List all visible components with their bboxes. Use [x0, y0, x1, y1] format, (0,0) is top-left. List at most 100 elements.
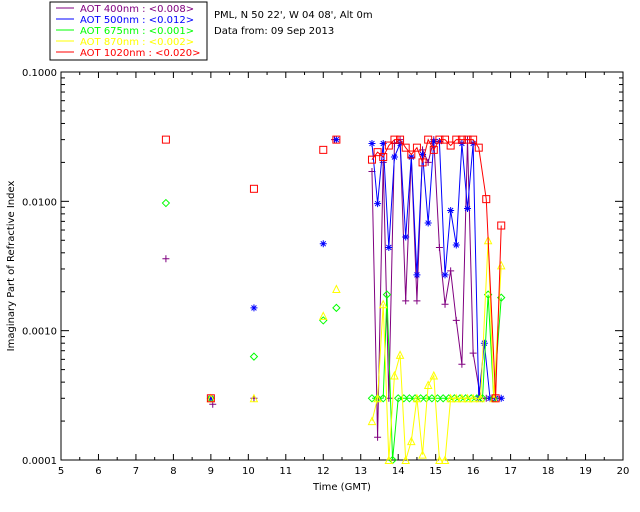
data-point [318, 311, 328, 320]
data-point [457, 135, 466, 144]
axis-ticks [60, 71, 624, 461]
data-point [497, 221, 506, 230]
legend-label: AOT 400nm : <0.008> [80, 4, 194, 15]
date-text: Data from: 09 Sep 2013 [214, 26, 334, 37]
data-point [423, 380, 433, 390]
legend-label: AOT 870nm : <0.002> [80, 37, 194, 48]
data-point [418, 450, 427, 459]
data-point [422, 394, 431, 403]
data-point [435, 455, 444, 464]
data-point [399, 394, 409, 403]
data-point [413, 271, 421, 279]
legend-label: AOT 500nm : <0.012> [80, 15, 194, 26]
x-tick-label: 11 [279, 466, 292, 477]
data-point [379, 394, 388, 403]
data-point [447, 267, 455, 275]
data-point [393, 394, 403, 403]
data-point [452, 135, 461, 144]
data-point [413, 297, 421, 305]
y-tick-label: 0.0100 [22, 197, 57, 208]
data-point [441, 300, 449, 308]
data-point [482, 195, 491, 204]
data-point [332, 135, 341, 144]
data-point [438, 394, 448, 403]
data-point [332, 136, 340, 144]
data-point [468, 393, 478, 403]
data-point [373, 393, 382, 403]
data-point [429, 370, 439, 380]
data-point [402, 233, 410, 241]
data-point [463, 393, 472, 403]
data-point [446, 141, 455, 150]
data-point [458, 360, 466, 368]
data-point [497, 394, 505, 402]
data-point [424, 135, 433, 144]
data-point [395, 350, 405, 359]
data-point [390, 370, 399, 380]
data-point [396, 135, 405, 144]
data-point [367, 155, 376, 164]
data-point [378, 299, 388, 309]
data-point [452, 241, 460, 249]
x-tick-label: 8 [170, 466, 176, 477]
y-tick-label: 0.1000 [22, 68, 57, 79]
data-point [368, 140, 376, 148]
data-point [384, 141, 393, 150]
data-point [249, 393, 259, 403]
x-tick-label: 12 [317, 466, 330, 477]
series-layer [161, 135, 506, 465]
data-point [367, 394, 377, 403]
data-point [407, 436, 416, 446]
x-tick-label: 16 [467, 466, 480, 477]
data-point [430, 138, 438, 146]
data-point [390, 135, 399, 144]
legend: AOT 400nm : <0.008>AOT 500nm : <0.012>AO… [49, 1, 208, 61]
data-point [418, 158, 427, 167]
x-tick-label: 6 [95, 466, 101, 477]
x-tick-label: 14 [392, 466, 405, 477]
data-point [469, 349, 477, 357]
x-tick-label: 9 [208, 466, 214, 477]
legend-box [49, 1, 208, 61]
data-point [480, 339, 488, 347]
data-point [419, 151, 427, 159]
data-point [379, 153, 388, 162]
data-point [407, 150, 416, 159]
data-point [407, 153, 415, 161]
data-point [447, 206, 455, 214]
y-tick-label: 0.0001 [22, 456, 57, 467]
plot-frame [60, 71, 624, 461]
data-point [476, 393, 485, 403]
data-point [440, 455, 450, 464]
series-5 [161, 135, 506, 403]
data-point [463, 135, 472, 144]
legend-label: AOT 675nm : <0.001> [80, 26, 194, 37]
data-point [469, 135, 478, 144]
data-point [161, 135, 170, 144]
x-tick-label: 10 [242, 466, 255, 477]
data-point [206, 394, 215, 403]
x-tick-label: 13 [354, 466, 367, 477]
data-point [435, 138, 443, 146]
data-point [250, 394, 258, 402]
y-axis-title: Imaginary Part of Refractive Index [6, 181, 17, 352]
data-point [319, 145, 328, 154]
data-point [161, 198, 171, 208]
data-point [384, 455, 394, 464]
data-point [405, 394, 414, 403]
x-tick-label: 15 [429, 466, 442, 477]
y-tick-label: 0.0010 [22, 327, 57, 338]
data-point [390, 153, 398, 161]
data-point [441, 135, 450, 144]
data-point [464, 205, 472, 213]
series-2 [207, 136, 505, 402]
data-point [319, 240, 327, 248]
data-point [162, 255, 170, 263]
data-point [379, 140, 387, 148]
data-point [474, 143, 483, 152]
data-point [332, 303, 341, 313]
x-tick-label: 5 [58, 466, 64, 477]
data-point [452, 316, 460, 324]
data-point [491, 394, 500, 403]
data-point [367, 416, 377, 426]
